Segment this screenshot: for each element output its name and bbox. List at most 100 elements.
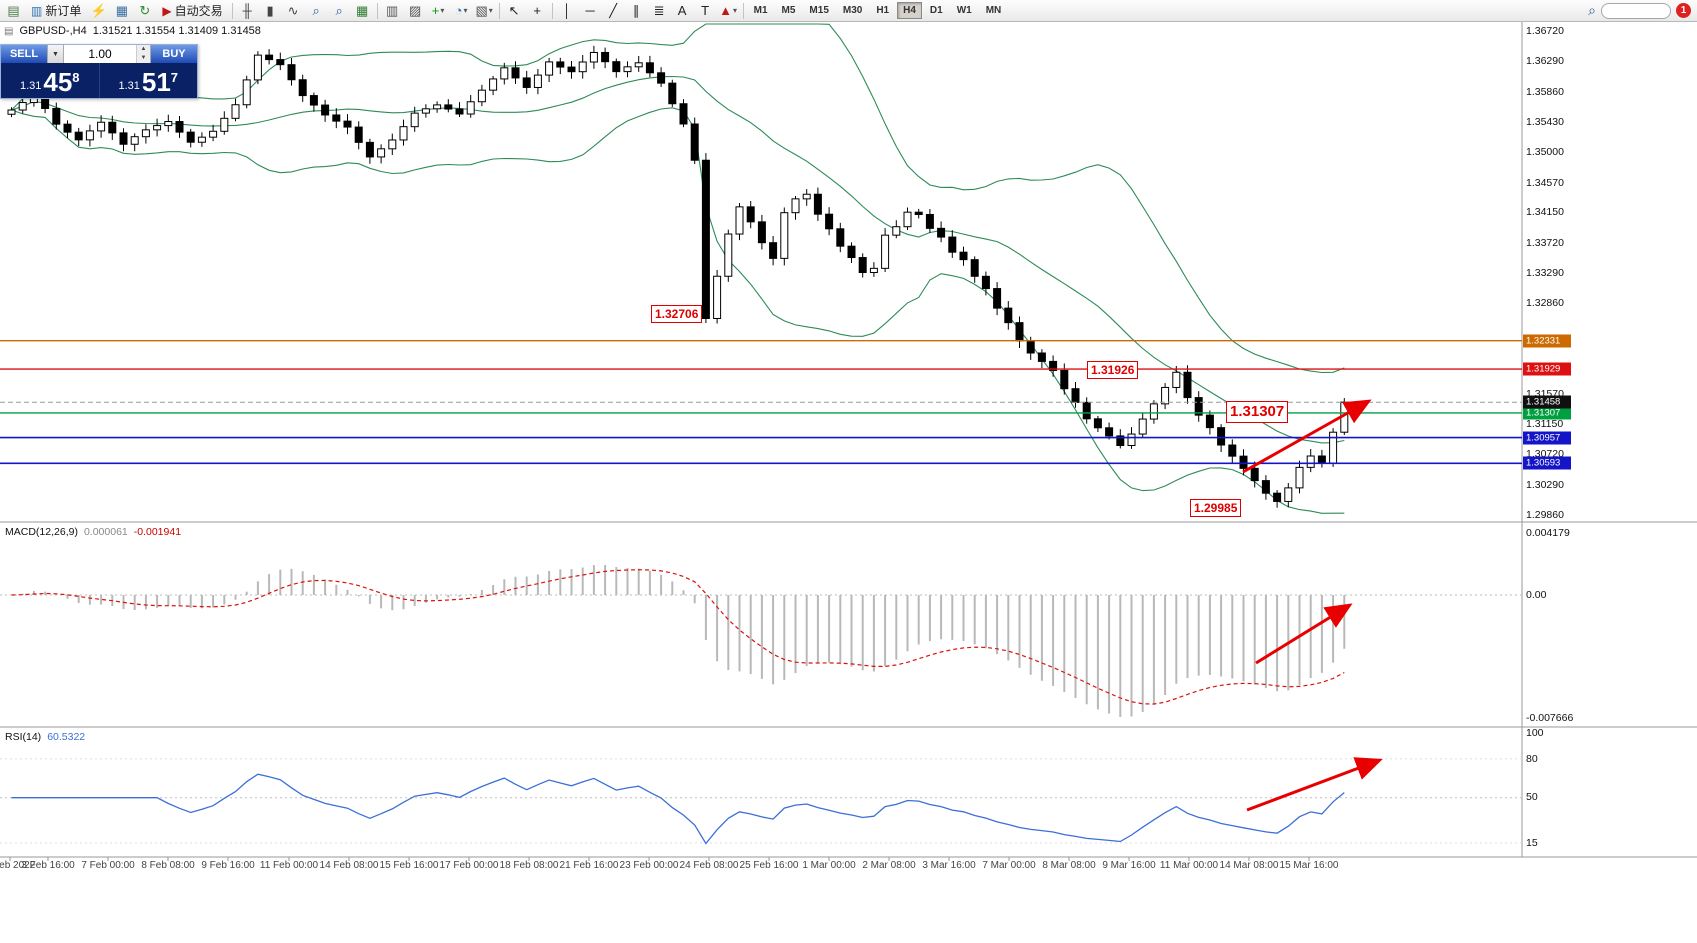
trendline-icon[interactable]: ╱ bbox=[609, 2, 618, 18]
cascade-windows-icon[interactable]: ▨ bbox=[408, 2, 422, 18]
cursor-icon[interactable]: ↖ bbox=[508, 2, 520, 18]
timeframe-m15[interactable]: M15 bbox=[809, 5, 829, 16]
search-icon[interactable]: ⌕ bbox=[1588, 2, 1596, 18]
new-order-button[interactable]: ▥ 新订单 bbox=[25, 1, 87, 21]
zoom-out-icon[interactable]: ⌕ bbox=[335, 2, 343, 18]
timeframe-h1[interactable]: H1 bbox=[876, 5, 890, 16]
search-input[interactable] bbox=[1601, 2, 1671, 19]
bar-chart-icon[interactable]: ╫ bbox=[242, 2, 252, 18]
price-axis-label: 1.33720 bbox=[1526, 236, 1564, 249]
equidistant-channel-icon[interactable]: ∥ bbox=[632, 2, 640, 18]
timeframe-m5[interactable]: M5 bbox=[781, 5, 796, 16]
volume-input[interactable] bbox=[64, 45, 136, 63]
price-axis-label: 1.36290 bbox=[1526, 55, 1564, 68]
label-icon[interactable]: T bbox=[701, 2, 710, 18]
rsi-axis-label: 50 bbox=[1526, 791, 1538, 803]
toolbar-separator bbox=[498, 2, 500, 19]
rsi-header: RSI(14) 60.5322 bbox=[5, 731, 85, 743]
time-axis-label: 21 Feb 16:00 bbox=[559, 860, 619, 871]
template-icon[interactable]: ▧ ▾ bbox=[473, 1, 496, 21]
profiles-icon[interactable]: ▦ bbox=[115, 2, 128, 18]
one-click-trade-panel: SELL ▼ ▲ ▼ BUY 1.31 45 8 1.31 51 7 bbox=[0, 44, 198, 99]
crosshair-icon[interactable]: + bbox=[533, 2, 541, 18]
shapes-icon-caret[interactable]: ▾ bbox=[733, 5, 738, 15]
timeframe-m30[interactable]: M30 bbox=[842, 5, 863, 16]
time-axis-label: 11 Feb 00:00 bbox=[259, 860, 319, 871]
horizontal-line-icon[interactable]: ─ bbox=[585, 2, 595, 18]
zoom-in-icon[interactable]: ⌕ bbox=[312, 2, 320, 18]
add-indicator-icon-caret[interactable]: ▾ bbox=[440, 5, 445, 15]
add-indicator-icon[interactable]: + ▾ bbox=[427, 1, 450, 21]
time-axis-label: 23 Feb 00:00 bbox=[619, 860, 679, 871]
volume-down-icon[interactable]: ▼ bbox=[137, 54, 150, 63]
fibonacci-icon[interactable]: ≣ bbox=[653, 2, 665, 18]
new-chart-icon[interactable]: ▤ bbox=[7, 2, 20, 18]
price-axis-label: 1.29860 bbox=[1526, 508, 1564, 521]
sell-button[interactable]: SELL bbox=[1, 45, 47, 63]
lightning-icon[interactable]: ⚡ bbox=[90, 2, 107, 18]
buy-price[interactable]: 1.31 51 7 bbox=[98, 63, 198, 98]
time-axis-label: 17 Feb 00:00 bbox=[439, 860, 499, 871]
toolbar-separator bbox=[231, 2, 233, 19]
time-axis-label: 14 Feb 08:00 bbox=[319, 860, 379, 871]
volume-stepper[interactable]: ▲ ▼ bbox=[136, 45, 150, 63]
time-axis-label: 9 Mar 16:00 bbox=[1102, 860, 1156, 871]
time-axis-label: 14 Mar 08:00 bbox=[1219, 860, 1279, 871]
sell-price[interactable]: 1.31 45 8 bbox=[1, 63, 99, 98]
tile-windows-icon[interactable]: ▦ bbox=[355, 2, 369, 18]
rsi-axis-label: 15 bbox=[1526, 837, 1538, 849]
new-order-button-icon: ▥ bbox=[31, 3, 43, 18]
timeframe-m1[interactable]: M1 bbox=[753, 5, 768, 16]
price-annotation[interactable]: 1.32706 bbox=[651, 305, 703, 324]
quote-header: ▤ GBPUSD-,H4 1.31521 1.31554 1.31409 1.3… bbox=[4, 25, 261, 37]
autotrading-button[interactable]: ▶ 自动交易 bbox=[156, 1, 228, 21]
shapes-icon[interactable]: ▲ ▾ bbox=[717, 1, 740, 21]
macd-value: 0.000061 bbox=[83, 526, 128, 538]
line-chart-icon[interactable]: ∿ bbox=[287, 2, 299, 18]
macd-signal-value: -0.001941 bbox=[133, 526, 182, 538]
buy-price-small: 1.31 bbox=[118, 80, 140, 92]
time-axis-label: 1 Mar 00:00 bbox=[802, 860, 856, 871]
time-axis-label: 11 Mar 00:00 bbox=[1159, 860, 1219, 871]
timeframe-group: M1 M5 M15 M30 H1 H4 D1 W1 MN bbox=[747, 2, 1009, 19]
price-annotation[interactable]: 1.31307 bbox=[1226, 401, 1289, 424]
buy-price-big: 51 bbox=[141, 67, 171, 97]
price-annotation[interactable]: 1.31926 bbox=[1087, 361, 1139, 380]
price-level-badge: 1.31929 bbox=[1523, 362, 1571, 376]
price-level-badge: 1.32331 bbox=[1523, 334, 1571, 348]
arrange-windows-icon[interactable]: ▥ bbox=[385, 2, 399, 18]
timeframe-mn[interactable]: MN bbox=[985, 5, 1002, 16]
price-level-badge: 1.30593 bbox=[1523, 456, 1571, 470]
refresh-icon[interactable]: ↻ bbox=[139, 2, 151, 18]
timeframe-w1[interactable]: W1 bbox=[956, 5, 972, 16]
candlestick-chart-icon[interactable]: ▮ bbox=[266, 2, 274, 18]
timeframe-h4[interactable]: H4 bbox=[897, 2, 922, 19]
price-axis-label: 1.34150 bbox=[1526, 206, 1564, 219]
timeframe-clock-icon[interactable]: ◔ ▾ bbox=[450, 1, 473, 21]
time-axis-label: 9 Feb 16:00 bbox=[201, 860, 255, 871]
trade-options-dropdown[interactable]: ▼ bbox=[47, 45, 64, 63]
time-axis-label: 15 Feb 16:00 bbox=[379, 860, 439, 871]
time-axis-label: 3 Feb 2022 bbox=[0, 860, 36, 871]
notification-badge[interactable]: 1 bbox=[1676, 3, 1691, 18]
price-axis-label: 1.35000 bbox=[1526, 146, 1564, 159]
buy-button[interactable]: BUY bbox=[151, 45, 197, 63]
volume-up-icon[interactable]: ▲ bbox=[137, 45, 150, 54]
text-icon[interactable]: A bbox=[677, 2, 687, 18]
autotrading-button-label: 自动交易 bbox=[174, 4, 223, 18]
sell-price-big: 45 bbox=[43, 67, 73, 97]
time-axis-label: 8 Mar 08:00 bbox=[1042, 860, 1096, 871]
template-icon-caret[interactable]: ▾ bbox=[488, 5, 493, 15]
time-axis-label: 3 Feb 16:00 bbox=[21, 860, 75, 871]
timeframe-clock-icon-caret[interactable]: ▾ bbox=[463, 5, 468, 15]
price-axis-label: 1.32860 bbox=[1526, 297, 1564, 310]
time-axis-label: 15 Mar 16:00 bbox=[1279, 860, 1339, 871]
price-axis-label: 1.35430 bbox=[1526, 116, 1564, 128]
price-annotation[interactable]: 1.29985 bbox=[1190, 499, 1242, 518]
time-axis-label: 25 Feb 16:00 bbox=[739, 860, 799, 871]
timeframe-d1[interactable]: D1 bbox=[929, 5, 943, 16]
toolbar-icons: ▤ ▥ 新订单 ⚡ ▦ ↻ ▶ 自动交易 ╫ ▮ ∿ ⌕ ⌕ ▦ ▥ ▨ + ▾ ◔ ▾ ▧ ▾ ↖ + │ ─ ╱ ∥ ≣ A T ▲ ▾ bbox=[2, 0, 747, 22]
vertical-line-icon[interactable]: │ bbox=[563, 2, 572, 18]
